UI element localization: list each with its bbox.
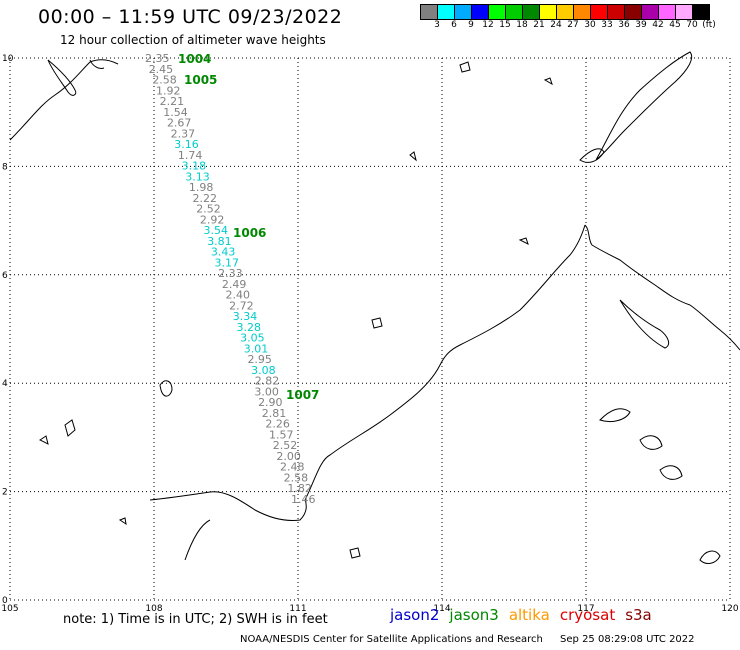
footer: NOAA/NESDIS Center for Satellite Applica… bbox=[240, 634, 695, 645]
pass-time-label: 1004 bbox=[178, 52, 211, 66]
map-title: 00:00 – 11:59 UTC 09/23/2022 bbox=[38, 6, 343, 28]
x-tick-label: 120 bbox=[721, 604, 738, 614]
y-tick-label: 0 bbox=[2, 596, 8, 606]
legend-label: 21 bbox=[533, 20, 545, 30]
wave-height-label: 3.01 bbox=[244, 342, 269, 355]
wave-height-label: 2.58 bbox=[284, 471, 309, 484]
pass-time-label: 1005 bbox=[184, 73, 217, 87]
altimeter-track: 2.352.452.581.922.211.542.672.373.161.74… bbox=[145, 52, 316, 506]
wave-height-label: 2.45 bbox=[149, 63, 174, 76]
x-tick-label: 117 bbox=[577, 604, 594, 614]
wave-height-label: 3.00 bbox=[254, 385, 278, 398]
legend-label: 27 bbox=[567, 20, 579, 30]
wave-height-label: 1.82 bbox=[287, 482, 312, 495]
wave-height-label: 3.13 bbox=[185, 170, 210, 183]
satellite-name: jason2 bbox=[390, 606, 440, 624]
wave-height-label: 2.21 bbox=[160, 95, 185, 108]
y-tick-label: 4 bbox=[2, 379, 8, 389]
wave-height-label: 2.48 bbox=[280, 461, 305, 474]
wave-height-label: 2.92 bbox=[200, 213, 225, 226]
pass-time-label: 1007 bbox=[286, 388, 319, 402]
y-tick-label: 2 bbox=[2, 488, 8, 498]
wave-height-label: 2.67 bbox=[167, 117, 192, 130]
satellite-name: altika bbox=[508, 606, 550, 624]
wave-height-label: 3.16 bbox=[174, 138, 199, 151]
wave-height-label: 1.54 bbox=[163, 106, 188, 119]
wave-height-label: 2.52 bbox=[196, 203, 221, 216]
wave-height-label: 1.98 bbox=[189, 181, 214, 194]
wave-height-label: 2.00 bbox=[276, 450, 301, 463]
color-scale-legend bbox=[420, 4, 710, 20]
axis-labels: 105 108 111 114 117 120 0 2 4 6 8 10 bbox=[1, 54, 738, 614]
legend-label: 45 bbox=[669, 20, 681, 30]
wave-height-label: 2.72 bbox=[229, 299, 254, 312]
wave-height-label: 2.58 bbox=[152, 74, 177, 87]
footnote: note: 1) Time is in UTC; 2) SWH is in fe… bbox=[63, 612, 328, 627]
satellite-legend: jason2 jason3 altika cryosat s3a bbox=[390, 606, 652, 624]
footer-timestamp: Sep 25 08:29:08 UTC 2022 bbox=[560, 634, 695, 645]
wave-height-label: 2.22 bbox=[193, 192, 218, 205]
wave-height-label: 2.82 bbox=[255, 375, 280, 388]
wave-height-label: 2.40 bbox=[225, 289, 250, 302]
wave-height-label: 2.90 bbox=[258, 396, 283, 409]
satellite-name: cryosat bbox=[559, 606, 616, 624]
wave-height-label: 3.05 bbox=[240, 332, 265, 345]
wave-height-label: 2.35 bbox=[145, 52, 170, 65]
pass-time-label: 1006 bbox=[233, 226, 266, 240]
wave-height-label: 1.46 bbox=[291, 493, 316, 506]
wave-height-label: 2.52 bbox=[273, 439, 298, 452]
legend-label: 9 bbox=[468, 20, 474, 30]
wave-height-label: 2.37 bbox=[171, 127, 196, 140]
wave-height-label: 3.18 bbox=[182, 160, 207, 173]
track-time-labels: 1004 1005 1006 1007 bbox=[178, 52, 319, 402]
legend-label: 15 bbox=[499, 20, 511, 30]
legend-label: 12 bbox=[482, 20, 494, 30]
satellite-name: s3a bbox=[625, 606, 652, 624]
color-scale-labels: 3 6 9 12 15 18 21 24 27 30 33 36 39 42 45 70 (ft) bbox=[420, 20, 740, 32]
x-tick-label: 105 bbox=[1, 604, 18, 614]
x-tick-label: 111 bbox=[289, 604, 306, 614]
wave-height-label: 3.34 bbox=[233, 310, 258, 323]
wave-height-label: 2.26 bbox=[265, 418, 290, 431]
footer-source: NOAA/NESDIS Center for Satellite Applica… bbox=[240, 634, 543, 645]
wave-height-label: 3.17 bbox=[215, 256, 240, 269]
y-tick-label: 10 bbox=[2, 54, 14, 64]
wave-height-label: 1.92 bbox=[156, 84, 181, 97]
coastline bbox=[9, 51, 740, 564]
map-subtitle: 12 hour collection of altimeter wave hei… bbox=[60, 33, 326, 47]
wave-height-label: 2.49 bbox=[222, 278, 247, 291]
wave-height-label: 3.43 bbox=[211, 246, 236, 259]
legend-swatch bbox=[692, 4, 710, 20]
wave-height-label: 1.74 bbox=[178, 149, 203, 162]
legend-label: 18 bbox=[516, 20, 528, 30]
legend-label: 42 bbox=[652, 20, 664, 30]
legend-label: 70 bbox=[686, 20, 698, 30]
y-tick-label: 8 bbox=[2, 162, 8, 172]
legend-label: (ft) bbox=[702, 20, 716, 30]
wave-height-label: 1.57 bbox=[269, 428, 294, 441]
wave-height-label: 3.28 bbox=[236, 321, 261, 334]
legend-label: 30 bbox=[584, 20, 596, 30]
wave-height-label: 2.95 bbox=[247, 353, 272, 366]
legend-label: 36 bbox=[618, 20, 630, 30]
legend-label: 39 bbox=[635, 20, 647, 30]
legend-label: 6 bbox=[451, 20, 457, 30]
wave-height-label: 2.33 bbox=[218, 267, 243, 280]
legend-label: 24 bbox=[550, 20, 562, 30]
legend-label: 3 bbox=[434, 20, 440, 30]
lat-lon-grid bbox=[9, 57, 731, 601]
x-tick-label: 108 bbox=[145, 604, 162, 614]
legend-label: 33 bbox=[601, 20, 613, 30]
wave-height-label: 3.08 bbox=[251, 364, 276, 377]
wave-height-label: 3.54 bbox=[204, 224, 229, 237]
satellite-name: jason3 bbox=[449, 606, 499, 624]
wave-height-label: 2.81 bbox=[262, 407, 287, 420]
x-tick-label: 114 bbox=[433, 604, 450, 614]
y-tick-label: 6 bbox=[2, 271, 8, 281]
wave-height-label: 3.81 bbox=[207, 235, 232, 248]
